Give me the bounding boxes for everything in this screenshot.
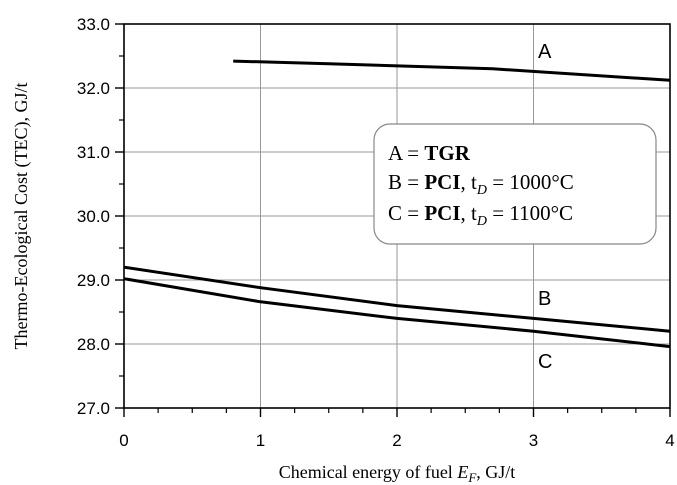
y-tick-label: 30.0 bbox=[77, 207, 110, 226]
legend-bold-c: PCI bbox=[424, 201, 460, 225]
series-line-a bbox=[233, 59, 671, 82]
series-line-c bbox=[123, 277, 671, 349]
x-axis-title: Chemical energy of fuel EF, GJ/t bbox=[279, 462, 516, 485]
x-tick-label: 4 bbox=[665, 431, 674, 450]
x-tick-label: 1 bbox=[256, 431, 265, 450]
legend-bold-a: TGR bbox=[424, 141, 470, 165]
legend-key-c: C = bbox=[388, 201, 424, 225]
series-lines bbox=[123, 59, 671, 349]
tick-labels: 0 1 2 3 4 27.0 28.0 29.0 30.0 31.0 32.0 33.0 bbox=[77, 15, 675, 450]
legend-bold-b: PCI bbox=[424, 170, 460, 194]
y-tick-label: 27.0 bbox=[77, 399, 110, 418]
x-axis-title-text: Chemical energy of fuel bbox=[279, 462, 458, 482]
legend-key-a: A = bbox=[388, 141, 424, 165]
legend-tail-b: = 1000°C bbox=[487, 170, 574, 194]
y-tick-label: 29.0 bbox=[77, 271, 110, 290]
legend-tail-c: = 1100°C bbox=[487, 201, 573, 225]
y-axis-title: Thermo-Ecological Cost (TEC), GJ/t bbox=[11, 83, 32, 350]
legend-sub-c: D bbox=[476, 214, 487, 229]
y-tick-label: 32.0 bbox=[77, 79, 110, 98]
axis-ticks bbox=[115, 23, 671, 417]
legend-box bbox=[373, 123, 657, 245]
legend-entry-a: A = TGR bbox=[388, 141, 471, 165]
x-tick-label: 3 bbox=[529, 431, 538, 450]
series-label-b: B bbox=[538, 288, 551, 310]
y-tick-label: 33.0 bbox=[77, 15, 110, 34]
series-line-b bbox=[123, 265, 671, 333]
x-axis-title-sub: F bbox=[467, 470, 477, 485]
legend-rest-c: , t bbox=[461, 201, 478, 225]
legend: A = TGR B = PCI, tD = 1000°C C = PCI, tD… bbox=[373, 123, 657, 245]
legend-entry-c: C = PCI, tD = 1100°C bbox=[388, 201, 573, 229]
y-tick-label: 31.0 bbox=[77, 143, 110, 162]
y-tick-label: 28.0 bbox=[77, 335, 110, 354]
legend-entry-b: B = PCI, tD = 1000°C bbox=[388, 170, 574, 198]
x-axis-title-var: E bbox=[456, 462, 468, 482]
legend-key-b: B = bbox=[388, 170, 424, 194]
legend-rest-b: , t bbox=[461, 170, 478, 194]
series-label-c: C bbox=[538, 351, 552, 373]
x-axis-title-unit: , GJ/t bbox=[476, 462, 515, 482]
legend-sub-b: D bbox=[476, 183, 487, 198]
x-tick-label: 2 bbox=[392, 431, 401, 450]
series-label-a: A bbox=[538, 41, 552, 63]
x-tick-label: 0 bbox=[119, 431, 128, 450]
